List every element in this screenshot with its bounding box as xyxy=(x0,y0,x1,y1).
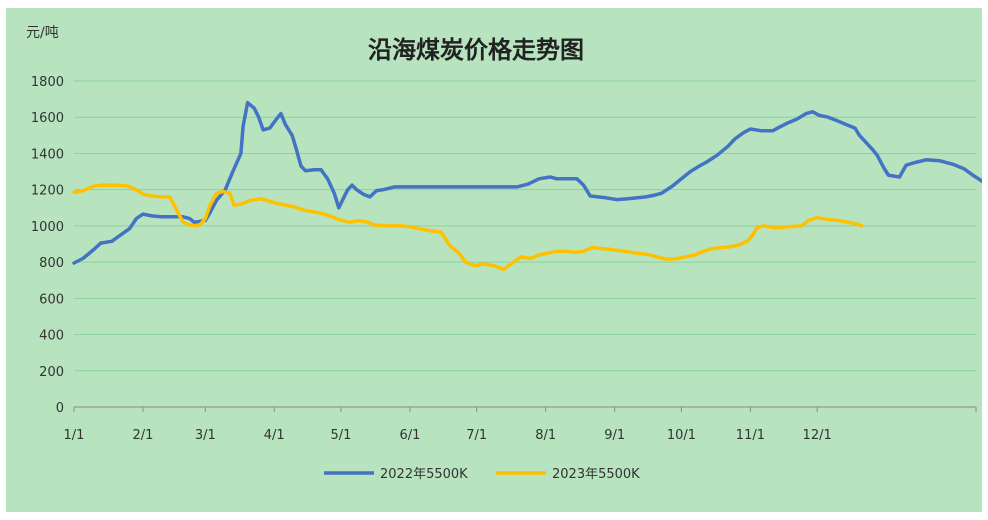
x-tick-label: 12/1 xyxy=(803,428,832,443)
x-tick-label: 2/1 xyxy=(133,428,154,443)
x-tick-label: 10/1 xyxy=(667,428,696,443)
chart-title: 沿海煤炭价格走势图 xyxy=(368,36,584,64)
y-tick-label: 400 xyxy=(39,329,64,344)
legend: 2022年5500K 2023年5500K xyxy=(324,467,640,482)
chart-frame: 沿海煤炭价格走势图 元/吨 0 200 400 600 800 1000 1200 1400 1… xyxy=(6,8,982,512)
y-tick-label: 0 xyxy=(56,401,64,416)
series-line-2022 xyxy=(72,100,982,265)
y-tick-label: 1200 xyxy=(31,184,64,199)
x-tick-label: 9/1 xyxy=(604,428,625,443)
y-tick-label: 1400 xyxy=(31,147,64,162)
x-tick-label: 8/1 xyxy=(535,428,556,443)
x-tick-label: 7/1 xyxy=(466,428,487,443)
x-tick-label: 6/1 xyxy=(400,428,421,443)
y-tick-label: 600 xyxy=(39,292,64,307)
chart-svg: 沿海煤炭价格走势图 元/吨 0 200 400 600 800 1000 1200 1400 1… xyxy=(26,25,982,482)
series-lines xyxy=(72,100,982,272)
y-axis-ticks: 0 200 400 600 800 1000 1200 1400 1600 1800 xyxy=(31,75,64,416)
gridlines xyxy=(74,80,976,372)
y-tick-label: 1800 xyxy=(31,75,64,90)
x-axis-ticks: 1/1 2/1 3/1 4/1 5/1 6/1 7/1 8/1 9/1 10/1 11/1 12/1 xyxy=(64,407,977,443)
y-axis-unit-label: 元/吨 xyxy=(26,25,59,41)
y-tick-label: 1600 xyxy=(31,111,64,126)
x-tick-label: 3/1 xyxy=(195,428,216,443)
series-line-2023 xyxy=(72,183,864,272)
y-tick-label: 1000 xyxy=(31,220,64,235)
x-tick-label: 5/1 xyxy=(331,428,352,443)
y-tick-label: 200 xyxy=(39,365,64,380)
x-tick-label: 1/1 xyxy=(64,428,85,443)
x-tick-label: 4/1 xyxy=(264,428,285,443)
legend-label-2023: 2023年5500K xyxy=(552,467,640,482)
x-tick-label: 11/1 xyxy=(736,428,765,443)
legend-label-2022: 2022年5500K xyxy=(380,467,468,482)
y-tick-label: 800 xyxy=(39,256,64,271)
